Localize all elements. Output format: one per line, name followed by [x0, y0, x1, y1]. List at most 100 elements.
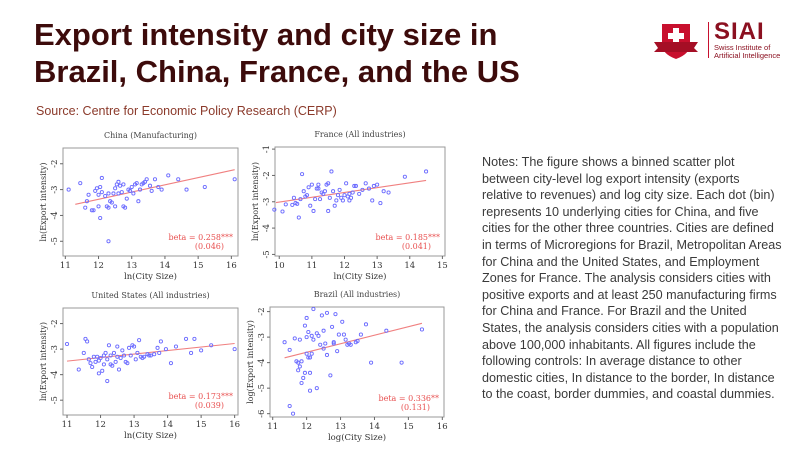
x-axis-label: ln(City Size): [124, 430, 177, 441]
data-point: [319, 313, 324, 318]
data-point: [424, 169, 429, 174]
beta-label: beta = 0.173***: [168, 392, 233, 401]
y-tick-label: -4: [50, 211, 60, 219]
data-point: [378, 201, 383, 206]
data-point: [105, 378, 110, 384]
logo-subtitle-line1: Swiss Institute of: [714, 43, 771, 52]
chart-1: France (All industries) 10 11 12 13 14 15 -1 -2 -…: [251, 130, 448, 282]
data-point: [332, 203, 337, 208]
data-point: [86, 192, 91, 197]
data-point: [340, 319, 345, 324]
x-tick-label: 16: [437, 422, 448, 432]
data-point: [124, 196, 129, 201]
data-point: [148, 353, 153, 358]
data-point: [149, 188, 154, 193]
x-axis-label: ln(City Size): [333, 271, 386, 282]
data-point: [209, 343, 214, 348]
data-point: [299, 359, 304, 364]
data-point: [314, 186, 319, 191]
data-point: [192, 336, 197, 341]
data-point: [296, 360, 301, 365]
y-tick-label: -2: [50, 160, 60, 168]
data-point: [386, 190, 391, 195]
data-point: [157, 350, 162, 355]
data-point: [316, 333, 321, 338]
data-point: [116, 367, 122, 372]
data-point: [103, 350, 108, 355]
x-tick-label: 12: [93, 261, 104, 271]
y-axis-label: ln(Export intensity): [39, 322, 48, 401]
plot-frame: [62, 147, 239, 257]
y-tick-label: -4: [262, 224, 272, 232]
data-point: [106, 239, 111, 244]
data-point: [110, 363, 115, 368]
data-point: [316, 182, 321, 187]
data-point: [280, 209, 285, 214]
x-tick-label: 11: [306, 261, 317, 271]
data-point: [327, 195, 332, 200]
chart-title: France (All industries): [314, 130, 405, 139]
data-point: [308, 203, 313, 208]
x-tick-label: 14: [369, 422, 380, 432]
data-point: [184, 187, 189, 192]
data-point: [116, 179, 121, 184]
data-point: [147, 353, 152, 358]
data-point: [64, 341, 70, 347]
data-point: [135, 350, 140, 355]
data-point: [98, 215, 103, 221]
y-tick-label: -5: [262, 250, 272, 258]
data-point: [360, 187, 365, 192]
data-point: [295, 201, 300, 206]
y-tick-label: -6: [257, 410, 267, 418]
data-point: [109, 200, 114, 205]
data-point: [76, 367, 81, 372]
data-point: [105, 357, 110, 362]
x-tick-label: 11: [62, 420, 73, 430]
beta-label: beta = 0.258***: [168, 233, 233, 242]
data-point: [297, 337, 302, 342]
data-point: [306, 185, 311, 190]
data-point: [302, 370, 307, 375]
data-point: [335, 193, 341, 198]
x-tick-label: 15: [403, 422, 414, 432]
data-point: [125, 361, 130, 366]
data-point: [309, 182, 314, 187]
x-tick-label: 14: [160, 261, 171, 271]
data-point: [103, 194, 108, 199]
y-tick-label: -4: [257, 358, 267, 366]
data-point: [324, 310, 330, 315]
x-tick-label: 14: [162, 420, 173, 430]
x-tick-label: 14: [404, 261, 415, 271]
y-tick-label: -2: [50, 319, 60, 327]
data-point: [331, 341, 336, 346]
data-point: [89, 208, 94, 213]
data-point: [321, 328, 326, 333]
data-point: [84, 199, 89, 204]
data-point: [371, 183, 376, 189]
data-point: [106, 343, 111, 348]
data-point: [333, 312, 338, 317]
data-point: [296, 368, 301, 373]
data-point: [298, 197, 303, 202]
data-point: [111, 191, 116, 196]
data-point: [307, 388, 313, 393]
data-point: [366, 186, 372, 191]
y-tick-label: -2: [257, 307, 267, 315]
data-point: [78, 181, 83, 186]
se-label: (0.039): [195, 401, 224, 410]
data-point: [147, 183, 153, 188]
data-point: [66, 187, 71, 192]
data-point: [86, 357, 91, 362]
data-point: [133, 357, 138, 362]
fit-line: [75, 169, 235, 205]
x-tick-label: 13: [126, 261, 137, 271]
data-point: [88, 361, 93, 366]
data-point: [134, 181, 139, 186]
data-point: [111, 350, 117, 355]
y-axis-label: ln(Export intensity): [251, 162, 260, 241]
data-point: [357, 191, 362, 196]
plot-frame: [62, 307, 239, 416]
data-point: [326, 181, 331, 186]
x-tick-label: 16: [226, 261, 237, 271]
source-text: Source: Centre for Economic Policy Resea…: [36, 104, 337, 118]
